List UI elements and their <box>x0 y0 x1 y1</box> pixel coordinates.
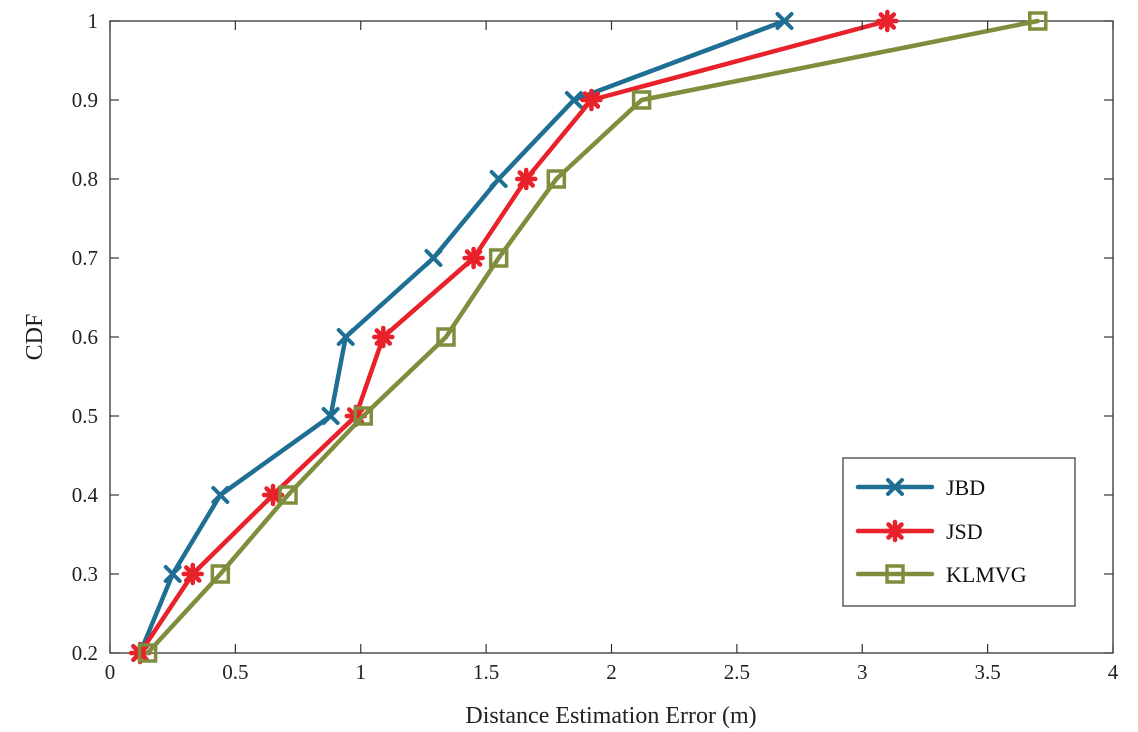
marker-stroke <box>775 12 794 30</box>
legend-label: JSD <box>946 519 983 544</box>
data-point-jsd <box>181 562 204 586</box>
legend-item-jbd: JBD <box>855 475 985 500</box>
data-point-klmvg <box>1028 11 1048 31</box>
x-tick-label: 4 <box>1108 660 1119 684</box>
data-point-klmvg <box>631 90 652 110</box>
marker-core <box>188 570 197 578</box>
marker-stroke <box>424 249 443 267</box>
marker-core <box>379 333 388 341</box>
legend-marker <box>886 478 904 496</box>
data-point-jbd <box>336 328 355 346</box>
marker-stroke <box>336 328 355 346</box>
marker-core <box>587 96 596 104</box>
x-tick-label: 2 <box>606 660 617 684</box>
y-tick-label: 0.6 <box>72 325 98 349</box>
data-point-jsd <box>876 9 899 33</box>
data-point-jbd <box>211 486 230 504</box>
data-point-klmvg <box>210 564 231 584</box>
y-tick-label: 0.4 <box>72 483 99 507</box>
x-tick-label: 2.5 <box>724 660 750 684</box>
marker-core <box>883 17 892 25</box>
y-tick-label: 1 <box>88 9 99 33</box>
marker-stroke <box>886 478 904 496</box>
x-tick-label: 1.5 <box>473 660 499 684</box>
data-point-jbd <box>564 91 583 109</box>
data-point-klmvg <box>546 169 567 189</box>
marker-stroke <box>163 565 182 583</box>
x-tick-label: 1 <box>356 660 367 684</box>
legend-item-klmvg: KLMVG <box>855 562 1027 587</box>
data-point-jsd <box>514 167 538 191</box>
data-point-jsd <box>580 88 603 112</box>
data-point-klmvg <box>436 327 456 347</box>
data-point-jbd <box>321 407 340 425</box>
marker-core <box>469 254 478 262</box>
x-axis-label: Distance Estimation Error (m) <box>465 703 756 729</box>
y-tick-label: 0.7 <box>72 246 98 270</box>
legend-marker <box>885 564 905 584</box>
y-tick-label: 0.8 <box>72 167 98 191</box>
marker-stroke <box>564 91 583 109</box>
data-point-jsd <box>462 246 485 270</box>
y-tick-label: 0.2 <box>72 641 98 665</box>
y-tick-label: 0.3 <box>72 562 98 586</box>
x-tick-label: 0.5 <box>222 660 248 684</box>
marker-core <box>268 491 277 499</box>
legend-label: JBD <box>946 475 985 500</box>
data-point-jsd <box>261 483 285 507</box>
marker-stroke <box>211 486 230 504</box>
data-point-jbd <box>489 170 508 188</box>
x-tick-label: 3 <box>857 660 868 684</box>
data-point-klmvg <box>137 643 158 663</box>
x-tick-label: 0 <box>105 660 116 684</box>
y-tick-label: 0.5 <box>72 404 98 428</box>
data-point-klmvg <box>278 485 298 505</box>
marker-core <box>891 527 899 535</box>
data-point-jsd <box>372 325 395 349</box>
y-axis-label: CDF <box>22 314 48 361</box>
x-tick-label: 3.5 <box>975 660 1001 684</box>
marker-core <box>522 175 531 183</box>
data-point-klmvg <box>353 406 374 426</box>
legend-label: KLMVG <box>946 562 1027 587</box>
marker-stroke <box>321 407 340 425</box>
legend-item-jsd: JSD <box>855 519 983 544</box>
marker-stroke <box>489 170 508 188</box>
legend-marker <box>883 519 907 543</box>
y-tick-label: 0.9 <box>72 88 98 112</box>
data-point-klmvg <box>488 248 509 268</box>
series-klmvg <box>137 11 1048 663</box>
data-point-jbd <box>775 12 794 30</box>
legend: JBD JSD KLMVG <box>842 457 1076 607</box>
series-line-klmvg <box>145 18 1041 656</box>
data-point-jbd <box>424 249 443 267</box>
data-point-jbd <box>163 565 182 583</box>
series-jbd <box>131 12 794 662</box>
